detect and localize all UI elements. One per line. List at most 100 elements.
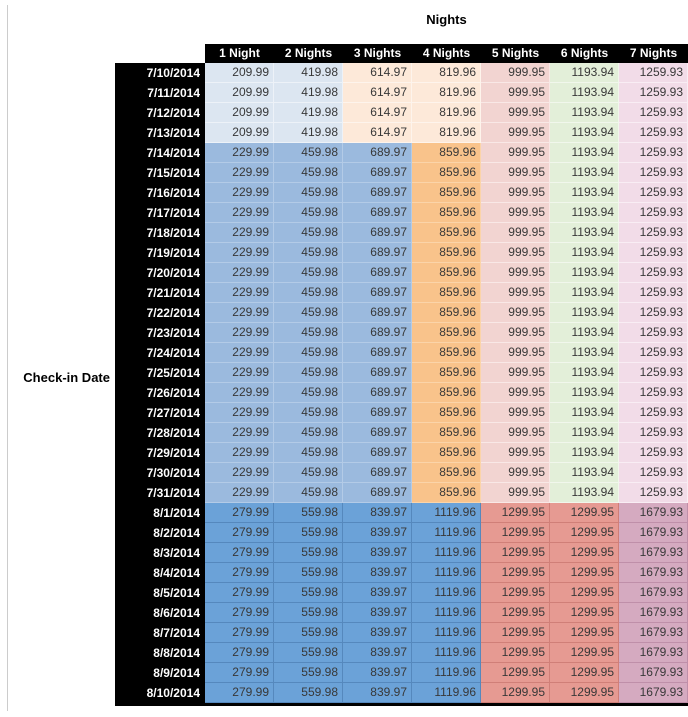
price-cell[interactable]: 559.98 [274,603,343,623]
price-cell[interactable]: 859.96 [412,483,481,503]
price-cell[interactable]: 1119.96 [412,563,481,583]
price-cell[interactable]: 1299.95 [550,683,619,703]
price-cell[interactable]: 839.97 [343,523,412,543]
price-cell[interactable]: 1259.93 [619,163,688,183]
price-cell[interactable]: 229.99 [205,383,274,403]
price-cell[interactable]: 1299.95 [481,683,550,703]
price-cell[interactable]: 999.95 [481,143,550,163]
price-cell[interactable]: 459.98 [274,323,343,343]
price-cell[interactable]: 1193.94 [550,443,619,463]
price-cell[interactable]: 419.98 [274,83,343,103]
price-cell[interactable]: 999.95 [481,383,550,403]
price-cell[interactable]: 459.98 [274,403,343,423]
price-cell[interactable]: 1679.93 [619,583,688,603]
price-cell[interactable]: 614.97 [343,83,412,103]
price-cell[interactable]: 1193.94 [550,343,619,363]
price-cell[interactable]: 229.99 [205,403,274,423]
price-cell[interactable]: 459.98 [274,243,343,263]
price-cell[interactable]: 279.99 [205,523,274,543]
price-cell[interactable]: 999.95 [481,223,550,243]
price-cell[interactable]: 1299.95 [550,523,619,543]
price-cell[interactable]: 229.99 [205,443,274,463]
price-cell[interactable]: 999.95 [481,123,550,143]
price-cell[interactable]: 279.99 [205,603,274,623]
price-cell[interactable]: 229.99 [205,163,274,183]
price-cell[interactable]: 1259.93 [619,343,688,363]
price-cell[interactable]: 229.99 [205,363,274,383]
price-cell[interactable]: 839.97 [343,643,412,663]
price-cell[interactable]: 559.98 [274,583,343,603]
price-cell[interactable]: 859.96 [412,243,481,263]
price-cell[interactable]: 1193.94 [550,223,619,243]
price-cell[interactable]: 689.97 [343,223,412,243]
price-cell[interactable]: 1299.95 [550,623,619,643]
price-cell[interactable]: 279.99 [205,503,274,523]
price-cell[interactable]: 559.98 [274,543,343,563]
price-cell[interactable]: 229.99 [205,283,274,303]
price-cell[interactable]: 1259.93 [619,123,688,143]
price-cell[interactable]: 419.98 [274,103,343,123]
price-cell[interactable]: 1299.95 [481,563,550,583]
price-cell[interactable]: 559.98 [274,663,343,683]
price-cell[interactable]: 999.95 [481,303,550,323]
price-cell[interactable]: 229.99 [205,223,274,243]
price-cell[interactable]: 1259.93 [619,243,688,263]
price-cell[interactable]: 689.97 [343,443,412,463]
price-cell[interactable]: 859.96 [412,423,481,443]
price-cell[interactable]: 1299.95 [550,563,619,583]
price-cell[interactable]: 689.97 [343,283,412,303]
price-cell[interactable]: 229.99 [205,423,274,443]
price-cell[interactable]: 819.96 [412,123,481,143]
price-cell[interactable]: 1259.93 [619,283,688,303]
price-cell[interactable]: 839.97 [343,623,412,643]
price-cell[interactable]: 859.96 [412,223,481,243]
price-cell[interactable]: 839.97 [343,503,412,523]
price-cell[interactable]: 1259.93 [619,203,688,223]
price-cell[interactable]: 1193.94 [550,303,619,323]
price-cell[interactable]: 1259.93 [619,443,688,463]
price-cell[interactable]: 279.99 [205,583,274,603]
price-cell[interactable]: 419.98 [274,63,343,83]
price-cell[interactable]: 1259.93 [619,103,688,123]
price-cell[interactable]: 459.98 [274,363,343,383]
price-cell[interactable]: 559.98 [274,643,343,663]
price-cell[interactable]: 229.99 [205,323,274,343]
price-cell[interactable]: 999.95 [481,363,550,383]
price-cell[interactable]: 1259.93 [619,423,688,443]
price-cell[interactable]: 1193.94 [550,323,619,343]
price-cell[interactable]: 459.98 [274,483,343,503]
price-cell[interactable]: 1299.95 [550,503,619,523]
price-cell[interactable]: 1299.95 [550,603,619,623]
price-cell[interactable]: 1119.96 [412,503,481,523]
price-cell[interactable]: 1193.94 [550,63,619,83]
price-cell[interactable]: 839.97 [343,563,412,583]
price-cell[interactable]: 229.99 [205,343,274,363]
price-cell[interactable]: 1259.93 [619,463,688,483]
price-cell[interactable]: 819.96 [412,63,481,83]
price-cell[interactable]: 859.96 [412,363,481,383]
price-cell[interactable]: 209.99 [205,63,274,83]
price-cell[interactable]: 1299.95 [481,543,550,563]
price-cell[interactable]: 999.95 [481,343,550,363]
price-cell[interactable]: 459.98 [274,163,343,183]
price-cell[interactable]: 279.99 [205,683,274,703]
price-cell[interactable]: 209.99 [205,123,274,143]
price-cell[interactable]: 689.97 [343,163,412,183]
price-cell[interactable]: 1299.95 [481,583,550,603]
price-cell[interactable]: 419.98 [274,123,343,143]
price-cell[interactable]: 1193.94 [550,203,619,223]
price-cell[interactable]: 229.99 [205,303,274,323]
price-cell[interactable]: 1119.96 [412,523,481,543]
price-cell[interactable]: 689.97 [343,263,412,283]
price-cell[interactable]: 1299.95 [481,603,550,623]
price-cell[interactable]: 859.96 [412,303,481,323]
price-cell[interactable]: 1193.94 [550,163,619,183]
price-cell[interactable]: 1259.93 [619,363,688,383]
price-cell[interactable]: 1119.96 [412,663,481,683]
price-cell[interactable]: 1193.94 [550,243,619,263]
price-cell[interactable]: 999.95 [481,83,550,103]
price-cell[interactable]: 999.95 [481,323,550,343]
price-cell[interactable]: 229.99 [205,263,274,283]
price-cell[interactable]: 1679.93 [619,603,688,623]
price-cell[interactable]: 999.95 [481,403,550,423]
